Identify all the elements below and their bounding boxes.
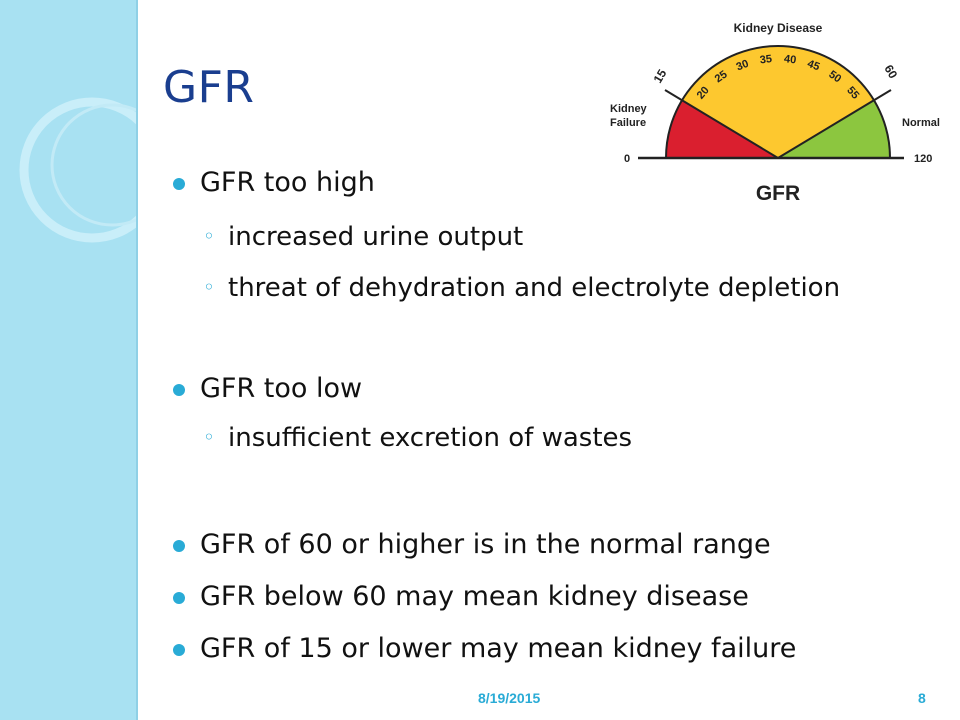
label-max: 120 bbox=[914, 153, 932, 165]
label-min: 0 bbox=[624, 153, 630, 165]
bullet-kidney-disease: GFR below 60 may mean kidney disease bbox=[173, 581, 749, 612]
footer-date: 8/19/2015 bbox=[478, 690, 541, 706]
gauge-disease-segment bbox=[682, 46, 874, 158]
label-normal: Normal bbox=[902, 117, 940, 129]
bullet-gfr-too-low: GFR too low bbox=[172, 373, 363, 404]
gauge-tick-label-50: 50 bbox=[826, 69, 843, 86]
decorative-circles bbox=[19, 97, 136, 243]
marker-15-line bbox=[664, 89, 779, 159]
label-kidney: Kidney bbox=[610, 103, 648, 115]
gauge-caption: GFR bbox=[756, 182, 800, 205]
gauge-failure-segment bbox=[666, 100, 778, 158]
gauge-tick-label-40: 40 bbox=[783, 53, 797, 66]
marker-60-label: 60 bbox=[881, 62, 900, 81]
gauge-tick-label-35: 35 bbox=[759, 53, 773, 66]
gauge-tick-label-45: 45 bbox=[806, 58, 822, 74]
marker-60-line bbox=[777, 89, 892, 159]
gauge-tick-label-30: 30 bbox=[735, 58, 751, 74]
gauge-tick-label-25: 25 bbox=[713, 69, 730, 86]
label-failure: Failure bbox=[610, 117, 646, 129]
gauge-outline bbox=[665, 45, 891, 159]
gauge-normal-segment bbox=[778, 100, 890, 158]
bullet-gfr-too-high: GFR too high bbox=[173, 167, 375, 198]
decorative-side-band bbox=[0, 0, 138, 720]
gauge-title: Kidney Disease bbox=[734, 21, 823, 35]
bullet-normal-range: GFR of 60 or higher is in the normal ran… bbox=[173, 529, 771, 560]
slide-title: GFR bbox=[163, 62, 255, 113]
footer-page-number: 8 bbox=[918, 690, 926, 706]
sub-bullet-urine-output: increased urine output bbox=[203, 219, 848, 254]
marker-15-label: 15 bbox=[651, 67, 670, 86]
sub-bullet-dehydration: threat of dehydration and electrolyte de… bbox=[203, 270, 848, 305]
sub-bullet-excretion: insufficient excretion of wastes bbox=[203, 420, 848, 455]
bullet-kidney-failure: GFR of 15 or lower may mean kidney failu… bbox=[172, 633, 797, 664]
